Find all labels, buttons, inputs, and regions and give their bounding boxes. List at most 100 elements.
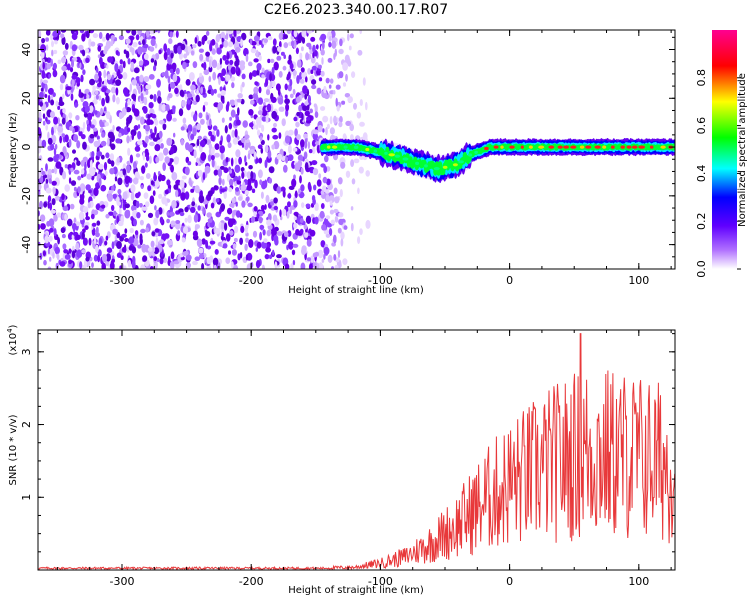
noise-blob (253, 151, 257, 160)
noise-blob (104, 240, 108, 246)
noise-blob (154, 119, 159, 126)
noise-blob (105, 32, 110, 41)
noise-blob (107, 56, 114, 63)
noise-blob (307, 68, 311, 75)
noise-blob (202, 87, 206, 95)
noise-blob (246, 184, 253, 191)
noise-blob (187, 161, 192, 166)
noise-blob (126, 164, 131, 174)
noise-blob (103, 79, 108, 88)
noise-blob (173, 260, 180, 265)
noise-blob (139, 237, 143, 246)
noise-blob (255, 49, 259, 58)
signal-peak (610, 145, 615, 149)
noise-blob (105, 89, 111, 94)
noise-blob (234, 157, 238, 165)
noise-blob (86, 124, 91, 132)
noise-blob (255, 158, 260, 164)
noise-blob (222, 243, 228, 249)
noise-blob (104, 122, 109, 127)
noise-blob (333, 115, 337, 125)
x-tick-label: -100 (368, 575, 393, 588)
noise-blob (78, 130, 83, 137)
noise-blob (218, 76, 221, 85)
noise-blob (118, 132, 122, 138)
noise-blob (167, 75, 171, 84)
noise-blob (53, 228, 57, 237)
noise-blob (41, 70, 46, 79)
noise-blob (96, 135, 100, 140)
noise-blob (286, 211, 290, 219)
noise-blob (184, 93, 188, 100)
noise-blob (38, 30, 42, 38)
noise-blob (103, 161, 108, 171)
noise-blob (264, 159, 268, 169)
noise-blob (226, 134, 231, 143)
noise-blob (48, 73, 51, 79)
noise-blob (47, 266, 52, 269)
noise-blob (114, 176, 118, 182)
noise-blob (82, 121, 86, 130)
noise-blob (86, 119, 89, 125)
noise-blob (197, 40, 202, 47)
noise-blob (87, 202, 92, 209)
noise-blob (79, 198, 85, 205)
noise-blob (285, 156, 289, 164)
noise-blob (49, 202, 53, 211)
signal-peak (484, 146, 489, 151)
noise-blob (181, 237, 186, 243)
signal-peak (563, 145, 569, 149)
noise-blob (42, 79, 49, 84)
noise-blob (193, 149, 197, 159)
noise-blob (137, 130, 142, 140)
noise-blob (117, 221, 124, 227)
noise-blob (185, 79, 191, 86)
noise-blob (320, 33, 327, 41)
noise-blob (235, 201, 238, 207)
noise-blob (153, 65, 157, 72)
noise-blob (169, 260, 175, 269)
noise-blob (151, 113, 157, 119)
noise-blob (89, 105, 94, 113)
noise-blob (216, 64, 220, 71)
noise-blob (327, 254, 333, 263)
noise-blob (159, 257, 164, 265)
x-tick-label: -300 (110, 575, 135, 588)
noise-blob (55, 100, 59, 107)
noise-blob (210, 202, 215, 209)
noise-blob (81, 249, 86, 254)
noise-blob (38, 191, 41, 196)
noise-blob (173, 184, 179, 190)
noise-blob (218, 176, 222, 186)
noise-blob (98, 178, 102, 186)
noise-blob (79, 127, 83, 132)
noise-blob (194, 256, 201, 262)
noise-blob (71, 59, 74, 68)
noise-blob (271, 127, 277, 133)
noise-blob (77, 175, 82, 181)
noise-blob (235, 59, 239, 67)
noise-blob (132, 42, 138, 48)
noise-blob (323, 246, 330, 255)
noise-blob (331, 266, 334, 269)
noise-blob (239, 60, 246, 67)
noise-blob (212, 257, 219, 267)
noise-blob (287, 201, 291, 208)
noise-blob (283, 231, 289, 238)
noise-blob (225, 103, 229, 112)
noise-blob (59, 96, 63, 102)
spectrogram-frame (37, 29, 676, 270)
signal-peak (452, 163, 458, 167)
noise-blob (82, 206, 89, 214)
noise-blob (261, 74, 265, 79)
noise-blob (99, 57, 103, 65)
noise-blob (206, 212, 212, 218)
noise-blob (42, 120, 46, 126)
noise-blob (41, 38, 46, 44)
noise-blob (276, 231, 283, 236)
signal-peak (331, 145, 338, 149)
noise-blob (106, 247, 113, 253)
noise-blob (288, 241, 294, 250)
noise-blob (200, 86, 204, 94)
